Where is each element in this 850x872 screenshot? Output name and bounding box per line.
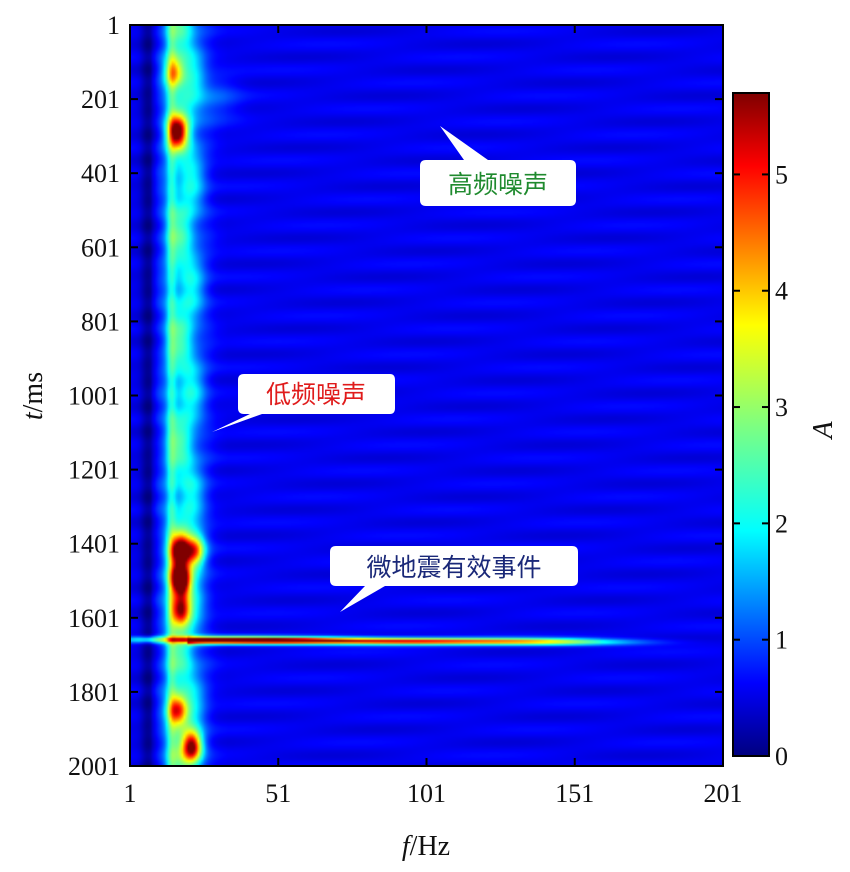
colorbar-ticks: 0 1 2 3 4 5 (733, 160, 788, 771)
x-axis: 1 51 101 151 201 (124, 25, 743, 808)
heatmap-image (130, 25, 723, 766)
annotation-high-freq-noise: 高频噪声 (420, 126, 576, 206)
y-tick-label: 1201 (68, 456, 120, 485)
callout-low-freq (212, 374, 395, 432)
colorbar-tick-label: 3 (775, 393, 788, 422)
x-tick-label: 1 (124, 779, 137, 808)
y-tick-label: 1001 (68, 382, 120, 411)
callout-event (330, 546, 578, 612)
x-tick-label: 151 (555, 779, 594, 808)
y-tick-label: 201 (81, 85, 120, 114)
annotation-low-freq-noise: 低频噪声 (212, 374, 395, 432)
colorbar-gradient (732, 92, 770, 757)
colorbar-tick-label: 5 (775, 160, 788, 189)
y-tick-label: 401 (81, 159, 120, 188)
colorbar-label: A (808, 421, 839, 441)
annotation-high-freq-text: 高频噪声 (448, 170, 548, 199)
y-axis-label: t/ms (18, 372, 49, 420)
y-tick-label: 1801 (68, 678, 120, 707)
y-tick-label: 1 (107, 11, 120, 40)
colorbar: 0 1 2 3 4 5 A (732, 92, 839, 771)
heatmap-area (129, 24, 724, 767)
y-tick-label: 2001 (68, 752, 120, 781)
annotation-event-text: 微地震有效事件 (366, 553, 541, 582)
y-tick-label: 1401 (68, 530, 120, 559)
y-tick-label: 801 (81, 307, 120, 336)
colorbar-tick-label: 2 (775, 509, 788, 538)
x-tick-label: 201 (704, 779, 743, 808)
callout-high-freq (420, 126, 576, 206)
annotation-microseismic-event: 微地震有效事件 (330, 546, 578, 612)
y-tick-label: 1601 (68, 604, 120, 633)
x-tick-label: 101 (407, 779, 446, 808)
colorbar-tick-label: 1 (775, 626, 788, 655)
y-tick-label: 601 (81, 233, 120, 262)
colorbar-tick-label: 0 (775, 742, 788, 771)
colorbar-tick-label: 4 (775, 277, 788, 306)
x-tick-label: 51 (265, 779, 291, 808)
x-axis-label: f/Hz (402, 831, 450, 862)
annotation-low-freq-text: 低频噪声 (266, 380, 366, 409)
